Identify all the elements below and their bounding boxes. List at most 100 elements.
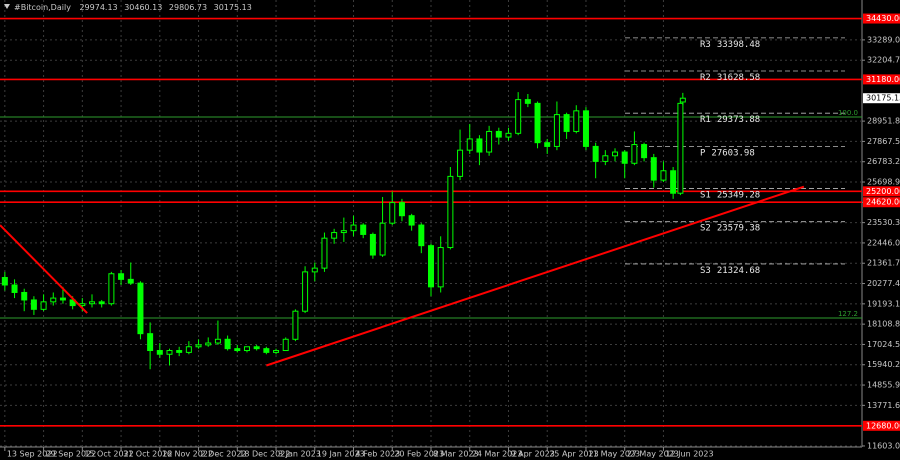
candle-body: [321, 237, 328, 269]
pivot-name: R3: [700, 39, 711, 49]
pivot-name: S2: [700, 223, 711, 233]
x-tick-label: 13 Sep 2022: [7, 450, 58, 459]
candle-body: [147, 333, 154, 352]
x-tick-label: 4 Feb 2023: [356, 450, 401, 459]
pivot-value: 27603.98: [711, 148, 754, 158]
candle-body: [631, 144, 638, 164]
candle-body: [50, 297, 57, 303]
x-tick-label: 15 Oct 2022: [84, 450, 133, 459]
collapse-icon: [4, 4, 10, 9]
x-tick-label: 19 Jan 2023: [317, 450, 365, 459]
ohlc-high: 30460.13: [124, 3, 162, 12]
candle-body: [408, 215, 415, 226]
candle-body: [602, 155, 609, 162]
level-tag: [863, 74, 900, 85]
candle-body: [127, 278, 134, 284]
pivot-name: R1: [700, 115, 711, 125]
y-tick-label: 27867.50: [867, 137, 900, 146]
y-tick-label: 25698.90: [867, 178, 900, 187]
candle-body: [89, 301, 96, 305]
candle-body: [379, 222, 386, 256]
candle-body: [234, 348, 241, 352]
candle-body: [515, 99, 522, 134]
candle-body: [311, 267, 318, 273]
candle-body: [205, 342, 212, 346]
candle-body: [40, 301, 47, 310]
level-label: 31180.00: [866, 75, 900, 84]
pivot-value: 29373.88: [717, 115, 760, 125]
candle-body: [670, 170, 677, 194]
candle-body: [447, 175, 454, 249]
fib-label: 100.0: [838, 109, 858, 117]
symbol: #Bitcoin,Daily: [14, 3, 71, 12]
x-tick-label: 3 Jan 2023: [278, 450, 321, 459]
y-tick-label: 13771.60: [867, 401, 900, 410]
candle-body: [118, 273, 125, 280]
candle-body: [243, 346, 250, 352]
candle-body: [273, 350, 280, 353]
candle-body: [418, 224, 425, 247]
x-tick-label: 8 Mar 2023: [433, 450, 479, 459]
candle-body: [437, 247, 444, 288]
candle-body: [495, 130, 502, 138]
pivot-label: R1 29373.88: [700, 115, 760, 125]
pivot-label: S2 23579.38: [700, 223, 760, 233]
y-tick-label: 23530.30: [867, 218, 900, 227]
y-tick-label: 18108.80: [867, 320, 900, 329]
candle-body: [544, 142, 551, 147]
candle-body: [21, 291, 28, 301]
candle-body: [156, 350, 163, 355]
ohlc-open: 29974.13: [79, 3, 117, 12]
y-tick-label: 33289.00: [867, 35, 900, 44]
pivot-name: P: [700, 148, 706, 158]
candle-body: [457, 149, 464, 177]
pivot-label: R2 31628.58: [700, 72, 760, 82]
candle-body: [224, 338, 231, 350]
candle-body: [340, 230, 347, 234]
y-tick-label: 14855.90: [867, 381, 900, 390]
y-tick-label: 21361.70: [867, 259, 900, 268]
x-tick-label: 2 Dec 2022: [201, 450, 247, 459]
pivot-value: 31628.58: [717, 72, 760, 82]
candle-body: [11, 284, 18, 293]
y-tick-label: 22446.00: [867, 238, 900, 247]
y-tick-label: 17024.50: [867, 340, 900, 349]
fib-label: 127.2: [838, 310, 858, 318]
candle-body: [331, 232, 338, 239]
candle-body: [592, 145, 599, 162]
pivot-label: S1 25349.28: [700, 190, 760, 200]
pivot-value: 25349.28: [717, 190, 760, 200]
x-tick-label: 27 May 2023: [627, 450, 679, 459]
x-tick-label: 25 Apr 2023: [549, 450, 598, 459]
candle-body: [137, 282, 144, 335]
y-tick-label: 20277.40: [867, 279, 900, 288]
x-tick-label: 24 Mar 2023: [472, 450, 523, 459]
x-tick-label: 20 Feb 2023: [394, 450, 444, 459]
labels-layer: 11603.00 13771.60 14855.90 15940.20 17024.50…: [7, 13, 900, 459]
candle-body: [524, 99, 531, 104]
x-tick-label: 29 Sep 2022: [46, 450, 97, 459]
level-tag: [863, 13, 900, 24]
candle-body: [292, 310, 299, 340]
candle-body: [166, 350, 173, 355]
y-tick-label: 19193.10: [867, 299, 900, 308]
candle-body: [389, 202, 396, 224]
x-tick-label: 31 Oct 2022: [123, 450, 172, 459]
level-label: 24620.00: [866, 198, 900, 207]
candle-body: [360, 224, 367, 235]
level-tag: [863, 186, 900, 197]
candle-body: [582, 110, 589, 147]
pivot-name: S3: [700, 265, 711, 275]
pivot-value: 21324.68: [717, 265, 760, 275]
x-tick-label: 16 Nov 2022: [162, 450, 213, 459]
candle-body: [185, 346, 192, 353]
candle-body: [98, 301, 105, 305]
x-tick-label: 9 Apr 2023: [510, 450, 554, 459]
x-tick-label: 11 May 2023: [588, 450, 640, 459]
candle-body: [563, 114, 570, 132]
candle-body: [369, 233, 376, 256]
candle-body: [195, 344, 202, 348]
pivot-label: S3 21324.68: [700, 265, 760, 275]
candle-body: [282, 338, 289, 352]
candle-body: [69, 299, 76, 307]
